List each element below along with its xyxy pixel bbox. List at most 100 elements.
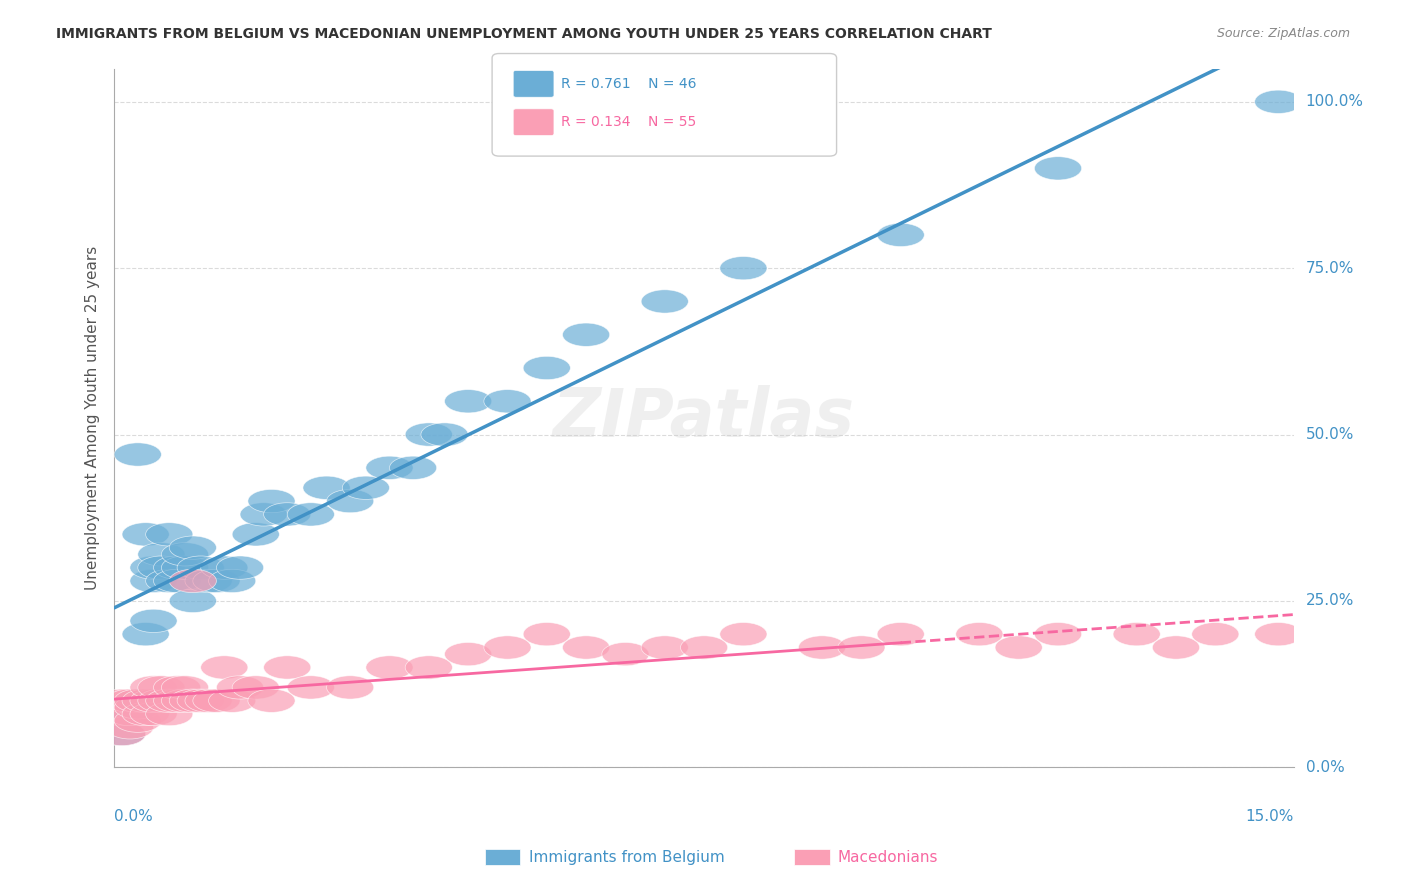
Ellipse shape: [326, 676, 374, 699]
Ellipse shape: [162, 676, 208, 699]
Ellipse shape: [389, 456, 437, 480]
Ellipse shape: [138, 690, 186, 713]
Ellipse shape: [114, 709, 162, 732]
Ellipse shape: [114, 442, 162, 467]
Ellipse shape: [1035, 623, 1081, 646]
Ellipse shape: [107, 715, 153, 739]
Ellipse shape: [232, 676, 280, 699]
Ellipse shape: [162, 690, 208, 713]
Ellipse shape: [366, 456, 413, 480]
Ellipse shape: [1153, 636, 1199, 659]
Ellipse shape: [247, 490, 295, 513]
Ellipse shape: [1254, 623, 1302, 646]
Ellipse shape: [98, 723, 146, 746]
Ellipse shape: [602, 642, 650, 665]
Ellipse shape: [562, 323, 610, 346]
Ellipse shape: [720, 623, 768, 646]
Ellipse shape: [129, 676, 177, 699]
Ellipse shape: [444, 642, 492, 665]
Ellipse shape: [169, 569, 217, 592]
Ellipse shape: [217, 676, 264, 699]
Text: IMMIGRANTS FROM BELGIUM VS MACEDONIAN UNEMPLOYMENT AMONG YOUTH UNDER 25 YEARS CO: IMMIGRANTS FROM BELGIUM VS MACEDONIAN UN…: [56, 27, 993, 41]
Ellipse shape: [138, 676, 186, 699]
Ellipse shape: [122, 523, 169, 546]
Ellipse shape: [129, 556, 177, 579]
Ellipse shape: [177, 690, 225, 713]
Ellipse shape: [877, 623, 924, 646]
Text: Source: ZipAtlas.com: Source: ZipAtlas.com: [1216, 27, 1350, 40]
Ellipse shape: [287, 676, 335, 699]
Ellipse shape: [366, 656, 413, 679]
Ellipse shape: [114, 690, 162, 713]
Ellipse shape: [193, 690, 240, 713]
Text: 25.0%: 25.0%: [1306, 593, 1354, 608]
Ellipse shape: [264, 503, 311, 526]
Text: 15.0%: 15.0%: [1246, 809, 1294, 824]
Ellipse shape: [98, 723, 146, 746]
Ellipse shape: [114, 696, 162, 719]
Ellipse shape: [799, 636, 845, 659]
Ellipse shape: [107, 702, 153, 726]
Ellipse shape: [129, 609, 177, 632]
Ellipse shape: [995, 636, 1042, 659]
Ellipse shape: [146, 523, 193, 546]
Ellipse shape: [98, 702, 146, 726]
Ellipse shape: [232, 523, 280, 546]
Ellipse shape: [153, 690, 201, 713]
Text: 0.0%: 0.0%: [1306, 760, 1344, 775]
Ellipse shape: [169, 536, 217, 559]
Ellipse shape: [302, 476, 350, 500]
Ellipse shape: [162, 542, 208, 566]
Ellipse shape: [287, 503, 335, 526]
Ellipse shape: [264, 656, 311, 679]
Text: Macedonians: Macedonians: [838, 850, 938, 864]
Ellipse shape: [186, 690, 232, 713]
Ellipse shape: [146, 690, 193, 713]
Ellipse shape: [484, 390, 531, 413]
Ellipse shape: [681, 636, 728, 659]
Ellipse shape: [146, 702, 193, 726]
Ellipse shape: [138, 542, 186, 566]
Ellipse shape: [326, 490, 374, 513]
Ellipse shape: [523, 356, 571, 380]
Ellipse shape: [1192, 623, 1239, 646]
Ellipse shape: [720, 257, 768, 280]
Ellipse shape: [444, 390, 492, 413]
Ellipse shape: [838, 636, 884, 659]
Ellipse shape: [201, 656, 247, 679]
Ellipse shape: [146, 569, 193, 592]
Ellipse shape: [420, 423, 468, 446]
Ellipse shape: [122, 702, 169, 726]
Ellipse shape: [956, 623, 1002, 646]
Ellipse shape: [240, 503, 287, 526]
Ellipse shape: [169, 690, 217, 713]
Ellipse shape: [162, 556, 208, 579]
Ellipse shape: [186, 569, 232, 592]
Ellipse shape: [342, 476, 389, 500]
Ellipse shape: [641, 636, 689, 659]
Text: 0.0%: 0.0%: [114, 809, 153, 824]
Ellipse shape: [562, 636, 610, 659]
Ellipse shape: [217, 556, 264, 579]
Text: ZIPatlas: ZIPatlas: [553, 384, 855, 450]
Ellipse shape: [122, 690, 169, 713]
Y-axis label: Unemployment Among Youth under 25 years: Unemployment Among Youth under 25 years: [86, 246, 100, 590]
Ellipse shape: [405, 656, 453, 679]
Text: Immigrants from Belgium: Immigrants from Belgium: [529, 850, 724, 864]
Ellipse shape: [193, 569, 240, 592]
Ellipse shape: [129, 702, 177, 726]
Ellipse shape: [1114, 623, 1160, 646]
Text: 50.0%: 50.0%: [1306, 427, 1354, 442]
Ellipse shape: [641, 290, 689, 313]
Ellipse shape: [153, 556, 201, 579]
Ellipse shape: [484, 636, 531, 659]
Text: R = 0.761    N = 46: R = 0.761 N = 46: [561, 77, 696, 91]
Ellipse shape: [247, 690, 295, 713]
Text: 100.0%: 100.0%: [1306, 95, 1364, 110]
Ellipse shape: [1035, 157, 1081, 180]
Ellipse shape: [129, 569, 177, 592]
Ellipse shape: [208, 569, 256, 592]
Ellipse shape: [523, 623, 571, 646]
Ellipse shape: [107, 690, 153, 713]
Ellipse shape: [405, 423, 453, 446]
